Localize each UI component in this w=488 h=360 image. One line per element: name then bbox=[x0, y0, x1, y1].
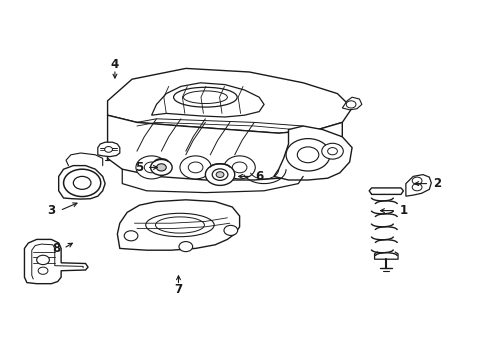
Circle shape bbox=[73, 176, 91, 189]
Circle shape bbox=[285, 139, 329, 171]
Polygon shape bbox=[59, 166, 105, 199]
Polygon shape bbox=[98, 142, 120, 157]
Circle shape bbox=[150, 159, 172, 175]
Circle shape bbox=[63, 169, 101, 197]
Polygon shape bbox=[151, 83, 264, 117]
Text: 7: 7 bbox=[174, 283, 182, 296]
Polygon shape bbox=[107, 68, 351, 133]
Polygon shape bbox=[273, 126, 351, 180]
Circle shape bbox=[321, 143, 343, 159]
Text: 1: 1 bbox=[399, 204, 407, 217]
Circle shape bbox=[205, 164, 234, 185]
Text: 2: 2 bbox=[433, 177, 441, 190]
Circle shape bbox=[224, 225, 237, 235]
Text: 8: 8 bbox=[52, 242, 60, 255]
Circle shape bbox=[180, 156, 211, 179]
Text: 6: 6 bbox=[255, 170, 263, 183]
Polygon shape bbox=[342, 97, 361, 110]
Circle shape bbox=[297, 147, 318, 163]
Circle shape bbox=[232, 162, 246, 173]
Circle shape bbox=[224, 156, 255, 179]
Circle shape bbox=[38, 267, 48, 274]
Circle shape bbox=[37, 255, 49, 265]
Circle shape bbox=[104, 147, 112, 152]
Text: 4: 4 bbox=[111, 58, 119, 71]
Text: 5: 5 bbox=[135, 161, 143, 174]
Polygon shape bbox=[405, 175, 430, 196]
Circle shape bbox=[179, 242, 192, 252]
Circle shape bbox=[144, 162, 159, 173]
Circle shape bbox=[216, 172, 224, 177]
Circle shape bbox=[327, 148, 337, 155]
Circle shape bbox=[346, 101, 355, 108]
Circle shape bbox=[212, 169, 227, 180]
Circle shape bbox=[156, 164, 166, 171]
Circle shape bbox=[188, 162, 203, 173]
Circle shape bbox=[411, 184, 421, 191]
Circle shape bbox=[136, 156, 167, 179]
Circle shape bbox=[411, 177, 421, 184]
Polygon shape bbox=[24, 239, 88, 284]
Text: 3: 3 bbox=[47, 204, 55, 217]
Circle shape bbox=[124, 231, 138, 241]
Polygon shape bbox=[107, 115, 342, 180]
Polygon shape bbox=[117, 200, 239, 250]
